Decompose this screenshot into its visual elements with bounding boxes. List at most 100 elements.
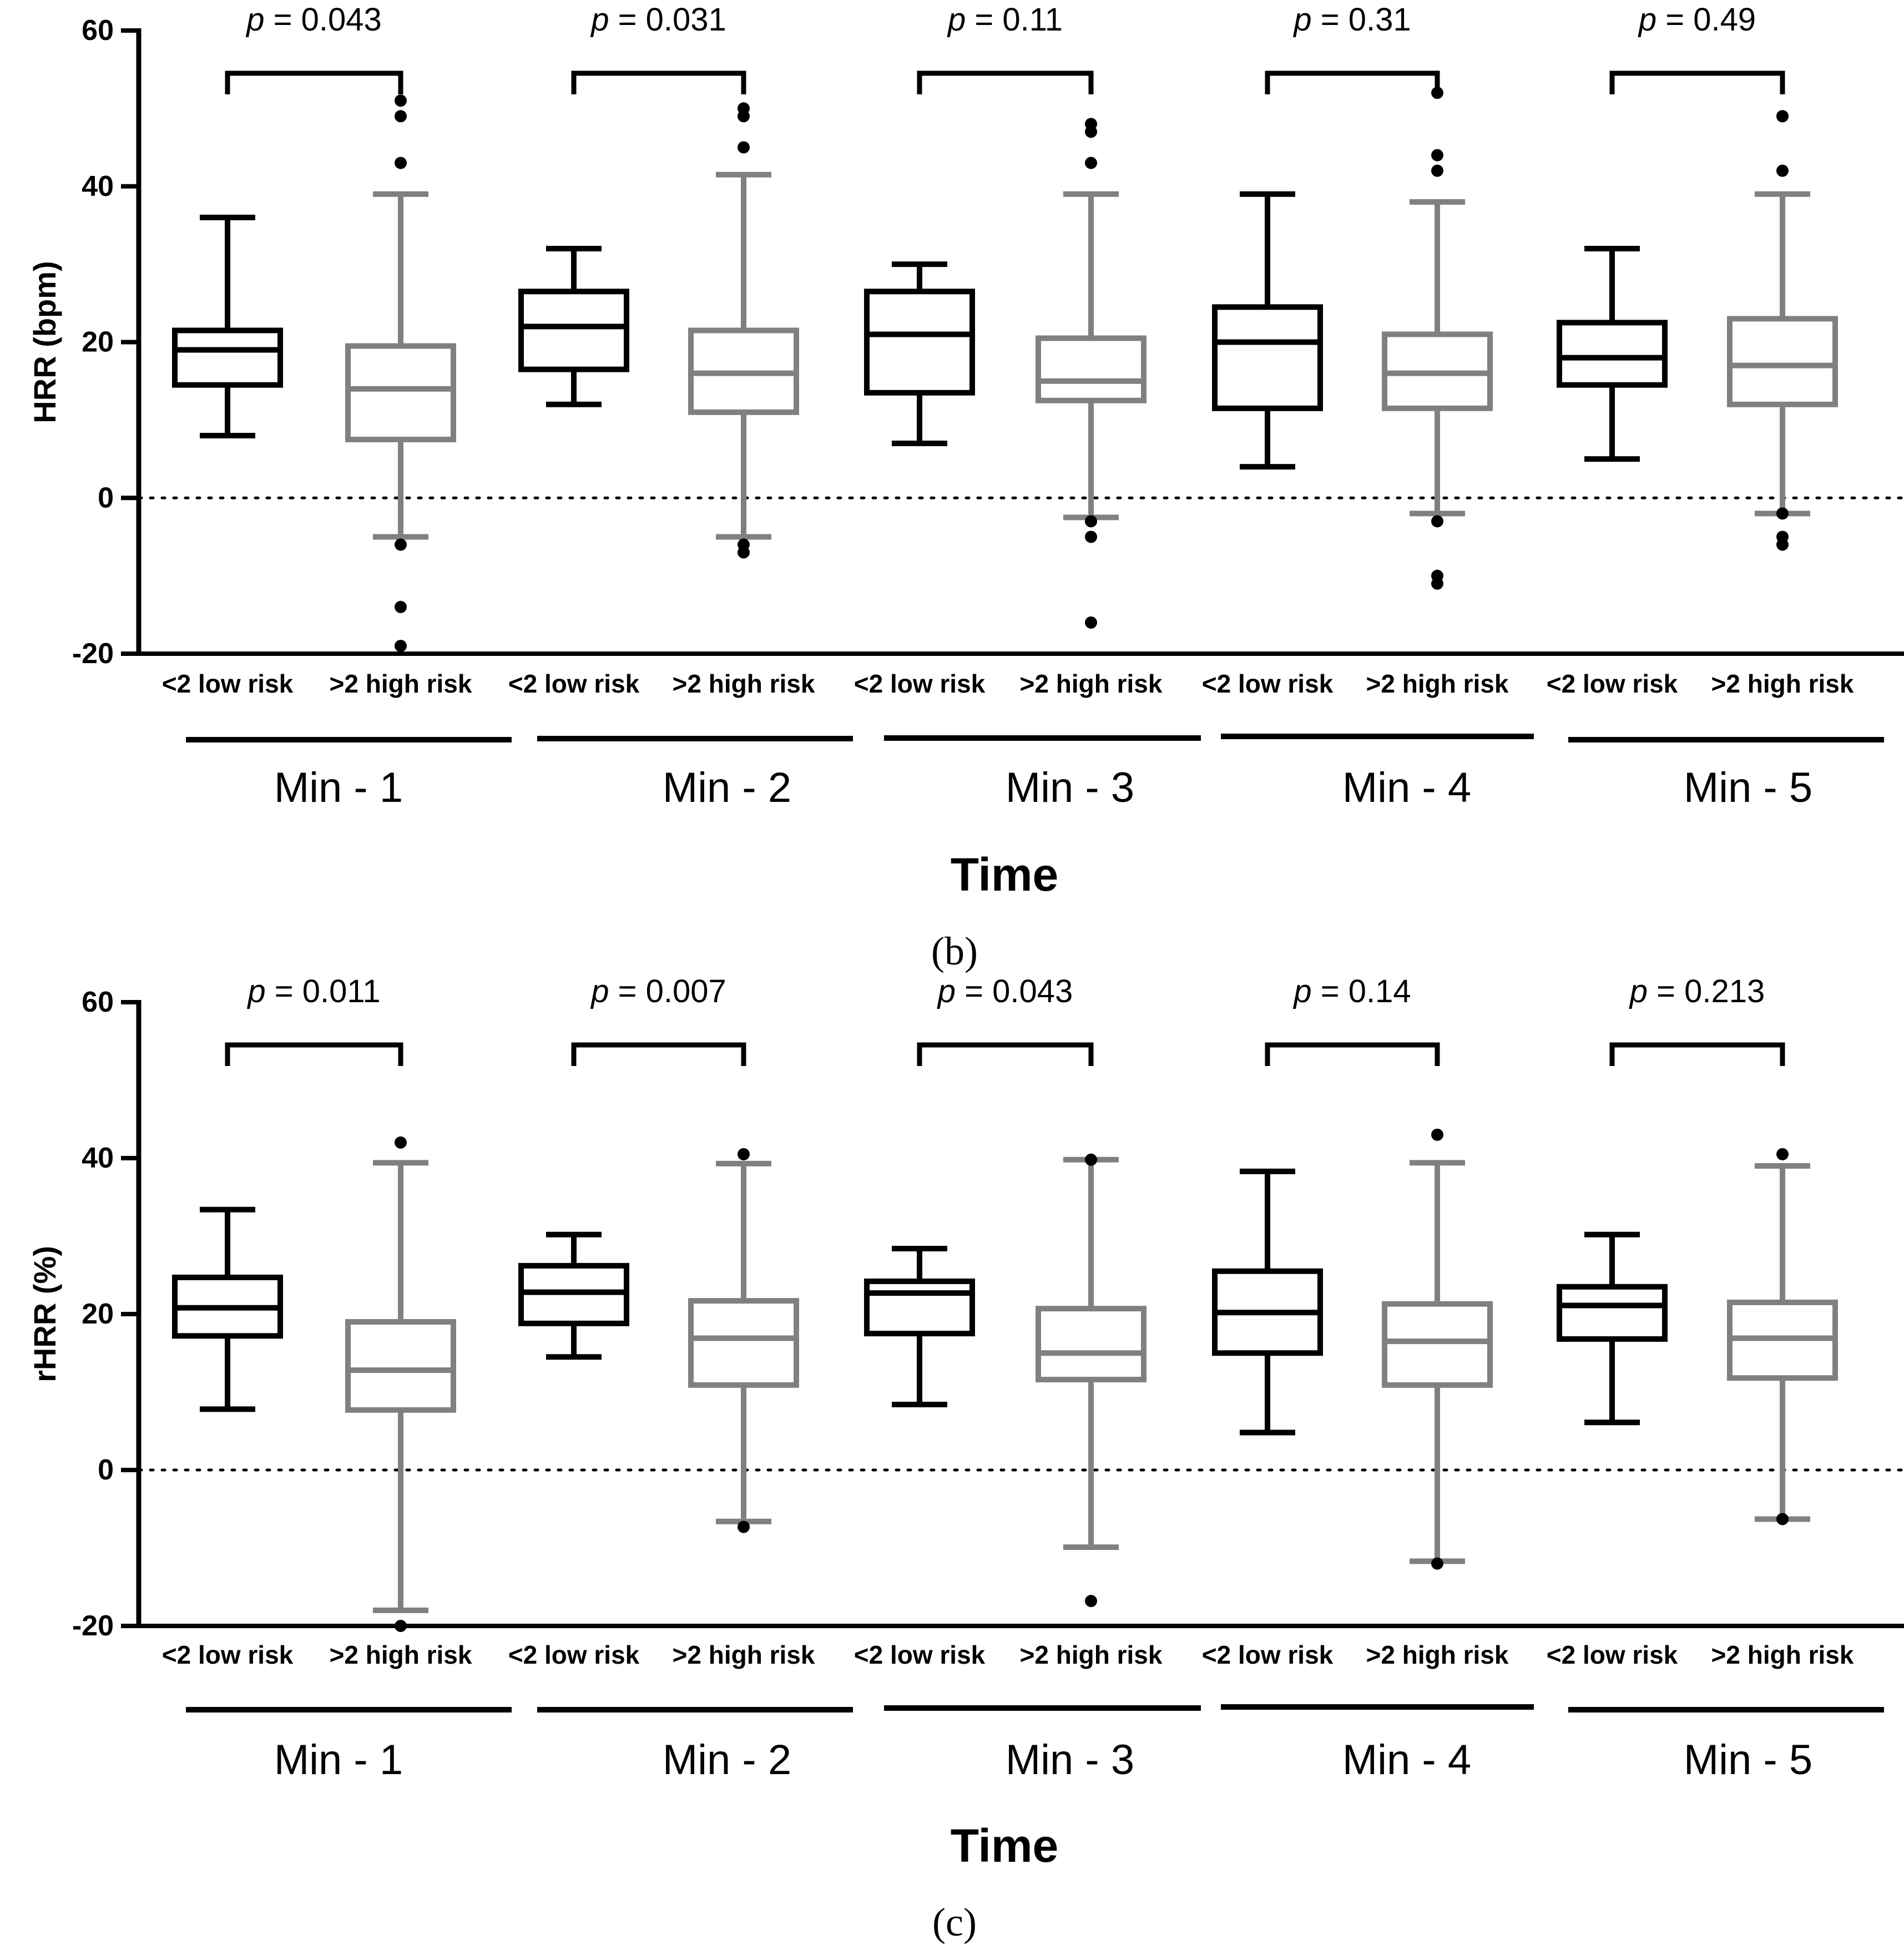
p-value: = 0.031 — [609, 2, 726, 38]
significance-bracket — [571, 70, 746, 94]
high-risk-box-2 — [688, 102, 799, 559]
y-tick-label: 20 — [82, 1298, 114, 1330]
p-value-label: p = 0.043 — [245, 2, 382, 38]
category-label: Min - 5 — [1684, 1736, 1812, 1784]
p-value: = 0.043 — [956, 973, 1073, 1009]
interquartile-box — [864, 1278, 975, 1337]
p-value-label: p = 0.11 — [947, 2, 1063, 38]
p-symbol: p — [937, 973, 956, 1009]
outlier-point — [1431, 1128, 1443, 1141]
p-value: = 0.31 — [1312, 2, 1411, 38]
outlier-point — [738, 141, 750, 154]
p-value-label: p = 0.49 — [1638, 2, 1756, 38]
significance-bracket — [225, 70, 403, 94]
x-group-label: >2 high risk — [1711, 669, 1854, 698]
significance-bracket — [1265, 70, 1440, 94]
y-tick-label: 40 — [82, 1142, 114, 1174]
interquartile-box — [518, 289, 629, 372]
p-symbol: p — [1629, 973, 1648, 1009]
high-risk-box-3 — [1036, 118, 1147, 629]
outlier-point — [1085, 125, 1097, 138]
significance-bracket — [571, 1042, 746, 1066]
p-symbol: p — [1638, 2, 1656, 38]
p-symbol: p — [246, 973, 265, 1009]
y-tick-label: -20 — [72, 638, 114, 670]
low-risk-box-4 — [1212, 1168, 1323, 1436]
low-risk-box-1 — [172, 214, 283, 438]
outlier-point — [738, 1148, 750, 1160]
outlier-point — [395, 110, 407, 123]
x-group-label: >2 high risk — [330, 669, 472, 698]
p-value-label: p = 0.011 — [246, 973, 380, 1009]
high-risk-box-5 — [1727, 110, 1838, 551]
x-group-label: >2 high risk — [673, 669, 815, 698]
interquartile-box — [1036, 335, 1147, 403]
outlier-point — [1085, 616, 1097, 629]
x-group-label: <2 low risk — [1202, 1640, 1334, 1669]
x-group-label: <2 low risk — [508, 669, 640, 698]
x-group-label: <2 low risk — [508, 1640, 640, 1669]
outlier-point — [738, 546, 750, 559]
outlier-point — [395, 156, 407, 169]
outlier-point — [1085, 1153, 1097, 1166]
x-group-label: >2 high risk — [330, 1640, 472, 1669]
x-group-label: <2 low risk — [1547, 1640, 1678, 1669]
outlier-point — [1776, 507, 1789, 520]
low-risk-box-1 — [172, 1206, 283, 1412]
outlier-point — [1085, 515, 1097, 528]
significance-bracket — [1609, 70, 1785, 94]
p-value-label: p = 0.007 — [590, 973, 726, 1009]
outlier-point — [1431, 515, 1443, 528]
x-axis-title: Time — [951, 1820, 1059, 1872]
p-value-label: p = 0.213 — [1629, 973, 1765, 1009]
p-value: = 0.011 — [266, 973, 381, 1009]
p-symbol: p — [947, 2, 966, 38]
outlier-point — [738, 1520, 750, 1533]
p-value-label: p = 0.31 — [1292, 2, 1411, 38]
p-symbol: p — [590, 973, 609, 1009]
outlier-point — [395, 538, 407, 551]
low-risk-box-5 — [1557, 1231, 1668, 1426]
outlier-point — [1776, 538, 1789, 551]
outlier-point — [395, 1136, 407, 1149]
x-group-label: >2 high risk — [1366, 1640, 1509, 1669]
outlier-point — [738, 110, 750, 123]
outlier-point — [1085, 156, 1097, 169]
outlier-point — [1431, 577, 1443, 590]
interquartile-box — [1727, 316, 1838, 407]
interquartile-box — [1557, 1284, 1668, 1342]
interquartile-box — [864, 289, 975, 396]
outlier-point — [395, 600, 407, 613]
category-label: Min - 4 — [1342, 1736, 1471, 1784]
outlier-point — [1085, 1595, 1097, 1608]
outlier-point — [1431, 164, 1443, 177]
p-value: = 0.11 — [966, 2, 1063, 38]
y-tick-label: 60 — [82, 14, 114, 47]
x-group-label: >2 high risk — [1020, 1640, 1163, 1669]
outlier-point — [395, 94, 407, 107]
interquartile-box — [1036, 1306, 1147, 1383]
high-risk-box-2 — [688, 1148, 799, 1533]
x-group-label: <2 low risk — [1202, 669, 1334, 698]
panel-label: (c) — [932, 1900, 977, 1944]
significance-bracket — [917, 70, 1094, 94]
p-value: = 0.14 — [1312, 973, 1411, 1009]
interquartile-box — [688, 1298, 799, 1388]
category-label: Min - 4 — [1342, 764, 1471, 811]
x-group-label: <2 low risk — [854, 669, 986, 698]
y-tick-label: 0 — [98, 1454, 114, 1486]
p-symbol: p — [590, 2, 609, 38]
p-value: = 0.007 — [609, 973, 726, 1009]
outlier-point — [1431, 149, 1443, 161]
interquartile-box — [345, 1319, 456, 1413]
outlier-point — [395, 1620, 407, 1632]
y-axis-label: HRR (bpm) — [27, 261, 62, 423]
low-risk-box-2 — [518, 246, 629, 407]
p-value-label: p = 0.031 — [590, 2, 726, 38]
interquartile-box — [1557, 320, 1668, 388]
y-tick-label: -20 — [72, 1610, 114, 1642]
low-risk-box-5 — [1557, 246, 1668, 462]
